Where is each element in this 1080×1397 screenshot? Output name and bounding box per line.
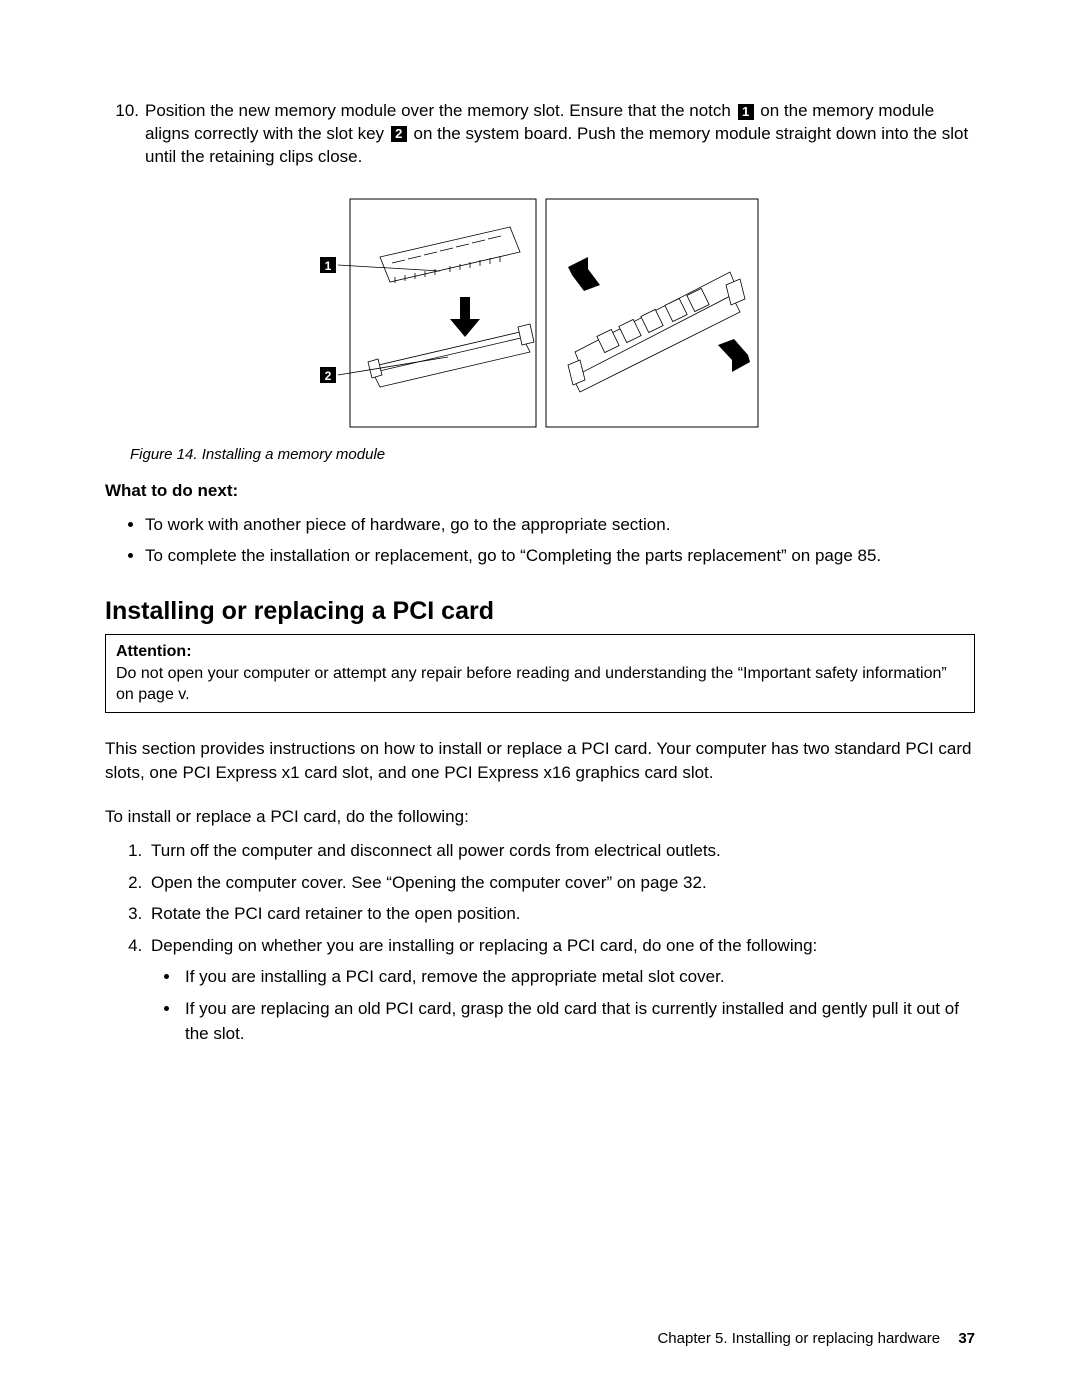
footer-chapter: Chapter 5 [657, 1330, 723, 1347]
pci-substep: If you are installing a PCI card, remove… [181, 964, 975, 990]
what-next-list: To work with another piece of hardware, … [105, 511, 975, 569]
footer-dot: . [723, 1330, 727, 1347]
pci-step: Rotate the PCI card retainer to the open… [147, 901, 975, 927]
lead-in: To install or replace a PCI card, do the… [105, 805, 975, 829]
what-next-item: To work with another piece of hardware, … [145, 511, 975, 538]
step-text: Position the new memory module over the … [145, 100, 975, 169]
callout-icon-2: 2 [391, 126, 407, 142]
memory-module-diagram: 1 2 [320, 197, 760, 429]
section-title: Installing or replacing a PCI card [105, 597, 975, 626]
figure-14: 1 2 [105, 197, 975, 434]
diagram-callout-2: 2 [325, 369, 332, 383]
attention-label: Attention: [116, 643, 192, 660]
what-next-item: To complete the installation or replacem… [145, 542, 975, 569]
pci-step-text: Depending on whether you are installing … [151, 936, 817, 955]
pci-substeps: If you are installing a PCI card, remove… [151, 964, 975, 1047]
attention-text: Do not open your computer or attempt any… [116, 665, 947, 704]
step-text-part1: Position the new memory module over the … [145, 101, 736, 120]
footer-title: Installing or replacing hardware [732, 1330, 940, 1347]
pci-steps: Turn off the computer and disconnect all… [105, 838, 975, 1047]
pci-substep: If you are replacing an old PCI card, gr… [181, 996, 975, 1047]
step-number: 10. [105, 100, 145, 169]
pci-step: Depending on whether you are installing … [147, 933, 975, 1047]
attention-box: Attention: Do not open your computer or … [105, 634, 975, 713]
footer-page-number: 37 [958, 1330, 975, 1347]
intro-paragraph: This section provides instructions on ho… [105, 737, 975, 785]
page: 10. Position the new memory module over … [0, 0, 1080, 1397]
pci-step: Turn off the computer and disconnect all… [147, 838, 975, 864]
pci-step: Open the computer cover. See “Opening th… [147, 870, 975, 896]
step-10: 10. Position the new memory module over … [105, 100, 975, 169]
diagram-callout-1: 1 [325, 259, 332, 273]
what-next-heading: What to do next: [105, 481, 975, 501]
figure-caption: Figure 14. Installing a memory module [130, 446, 975, 463]
callout-icon-1: 1 [738, 104, 754, 120]
page-footer: Chapter 5. Installing or replacing hardw… [657, 1330, 975, 1347]
